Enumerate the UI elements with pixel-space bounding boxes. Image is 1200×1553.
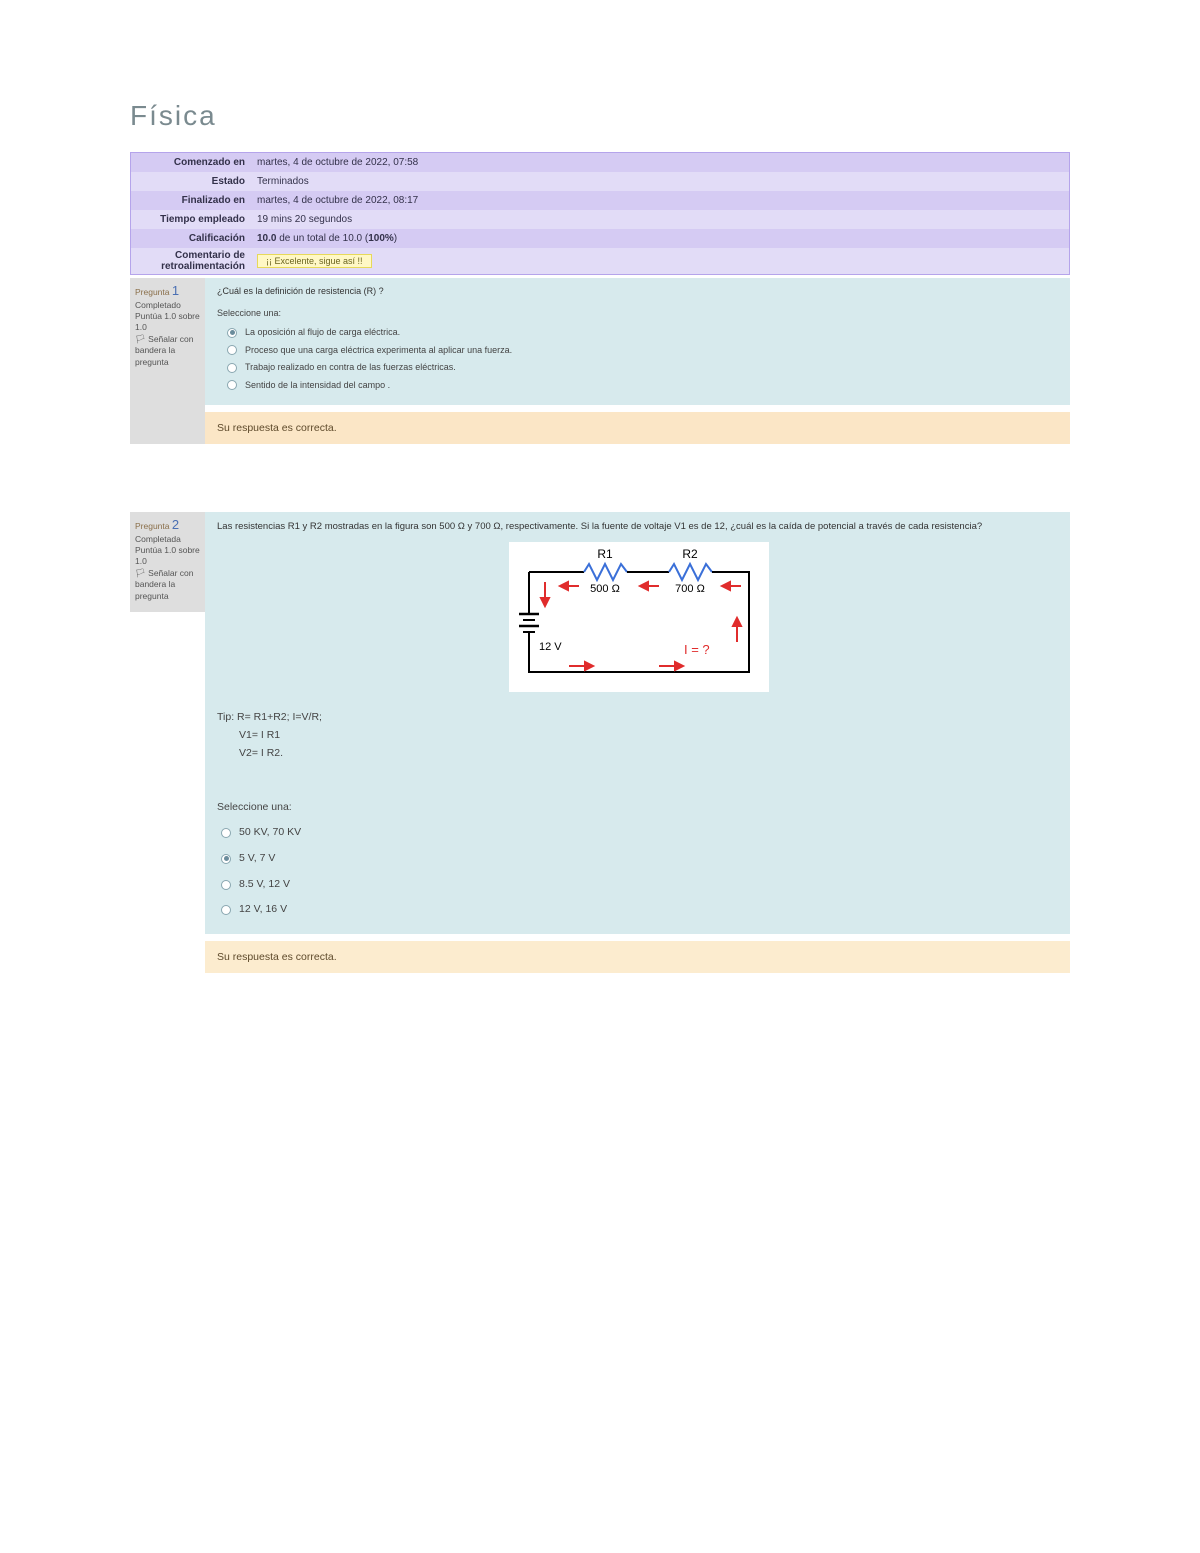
select-one-label: Seleccione una: [217,800,1060,816]
summary-label: Tiempo empleado [131,212,251,227]
answer-feedback: Su respuesta es correcta. [205,941,1070,973]
summary-label: Comenzado en [131,155,251,170]
summary-label: Finalizado en [131,193,251,208]
answer-option[interactable]: 12 V, 16 V [221,897,1060,923]
summary-value: Terminados [251,174,1069,189]
flag-question-link[interactable]: 🏳 Señalar con bandera la pregunta [135,334,200,368]
option-text: Trabajo realizado en contra de las fuerz… [245,361,456,375]
option-text: La oposición al flujo de carga eléctrica… [245,326,400,340]
summary-value: martes, 4 de octubre de 2022, 07:58 [251,155,1069,170]
answer-option[interactable]: 50 KV, 70 KV [221,820,1060,846]
grade-pct: 100% [368,233,394,244]
circuit-diagram: R1 500 Ω R2 700 Ω 12 V I = ? [509,542,769,692]
tip-line: Tip: R= R1+R2; I=V/R; [217,710,1060,726]
question-score: Puntúa 1.0 sobre 1.0 [135,311,200,334]
question-body: ¿Cuál es la definición de resistencia (R… [205,278,1070,405]
question-state: Completado [135,300,200,311]
answer-option[interactable]: La oposición al flujo de carga eléctrica… [227,324,1060,342]
summary-value: 19 mins 20 segundos [251,212,1069,227]
question-number: 2 [172,517,179,532]
question-info-panel: Pregunta 2 Completada Puntúa 1.0 sobre 1… [130,512,205,612]
question-score: Puntúa 1.0 sobre 1.0 [135,545,200,568]
r2-value: 700 Ω [675,583,705,595]
tip-line: V2= I R2. [239,746,1060,762]
tip-line: V1= I R1 [239,728,1060,744]
grade-text: ) [394,233,397,244]
option-text: 50 KV, 70 KV [239,825,301,841]
question-prompt: ¿Cuál es la definición de resistencia (R… [217,285,1060,299]
question-body: Las resistencias R1 y R2 mostradas en la… [205,512,1070,934]
question-info-panel: Pregunta 1 Completado Puntúa 1.0 sobre 1… [130,278,205,444]
question-number: 1 [172,283,179,298]
summary-label: Comentario de retroalimentación [131,248,251,274]
current-label: I = ? [684,642,710,657]
r2-label: R2 [682,547,698,561]
r1-value: 500 Ω [590,583,620,595]
summary-label: Calificación [131,231,251,246]
grade-text: de un total de 10.0 ( [276,233,368,244]
question-state: Completada [135,534,200,545]
summary-value-grade: 10.0 de un total de 10.0 (100%) [251,231,1069,246]
radio-icon [221,854,231,864]
radio-icon [227,345,237,355]
option-text: 8.5 V, 12 V [239,877,290,893]
radio-icon [227,380,237,390]
option-text: 12 V, 16 V [239,902,287,918]
radio-icon [221,880,231,890]
select-one-label: Seleccione una: [217,307,1060,321]
answer-option[interactable]: Trabajo realizado en contra de las fuerz… [227,359,1060,377]
option-text: Proceso que una carga eléctrica experime… [245,344,512,358]
r1-label: R1 [597,547,613,561]
question-block: Pregunta 1 Completado Puntúa 1.0 sobre 1… [130,278,1070,444]
question-label: Pregunta [135,521,170,531]
answer-options: La oposición al flujo de carga eléctrica… [227,324,1060,394]
quiz-summary-table: Comenzado en martes, 4 de octubre de 202… [130,152,1070,275]
flag-question-link[interactable]: 🏳 Señalar con bandera la pregunta [135,568,200,602]
question-block: Pregunta 2 Completada Puntúa 1.0 sobre 1… [130,512,1070,973]
hint-text: Tip: R= R1+R2; I=V/R; V1= I R1 V2= I R2. [217,710,1060,761]
answer-feedback: Su respuesta es correcta. [205,412,1070,444]
summary-label: Estado [131,174,251,189]
answer-options: 50 KV, 70 KV 5 V, 7 V 8.5 V, 12 V 12 V, … [221,820,1060,923]
feedback-badge: ¡¡ Excelente, sigue así !! [257,254,372,268]
radio-icon [227,363,237,373]
answer-option[interactable]: Proceso que una carga eléctrica experime… [227,342,1060,360]
answer-option[interactable]: 8.5 V, 12 V [221,872,1060,898]
radio-icon [227,328,237,338]
grade-score: 10.0 [257,233,276,244]
radio-icon [221,828,231,838]
question-label: Pregunta [135,287,170,297]
answer-option[interactable]: Sentido de la intensidad del campo . [227,377,1060,395]
question-prompt: Las resistencias R1 y R2 mostradas en la… [217,519,1060,534]
option-text: Sentido de la intensidad del campo . [245,379,390,393]
radio-icon [221,905,231,915]
summary-value: martes, 4 de octubre de 2022, 08:17 [251,193,1069,208]
summary-value-feedback: ¡¡ Excelente, sigue así !! [251,252,1069,270]
answer-option[interactable]: 5 V, 7 V [221,846,1060,872]
option-text: 5 V, 7 V [239,851,275,867]
page-title: Física [130,100,1070,132]
voltage-label: 12 V [539,641,562,653]
